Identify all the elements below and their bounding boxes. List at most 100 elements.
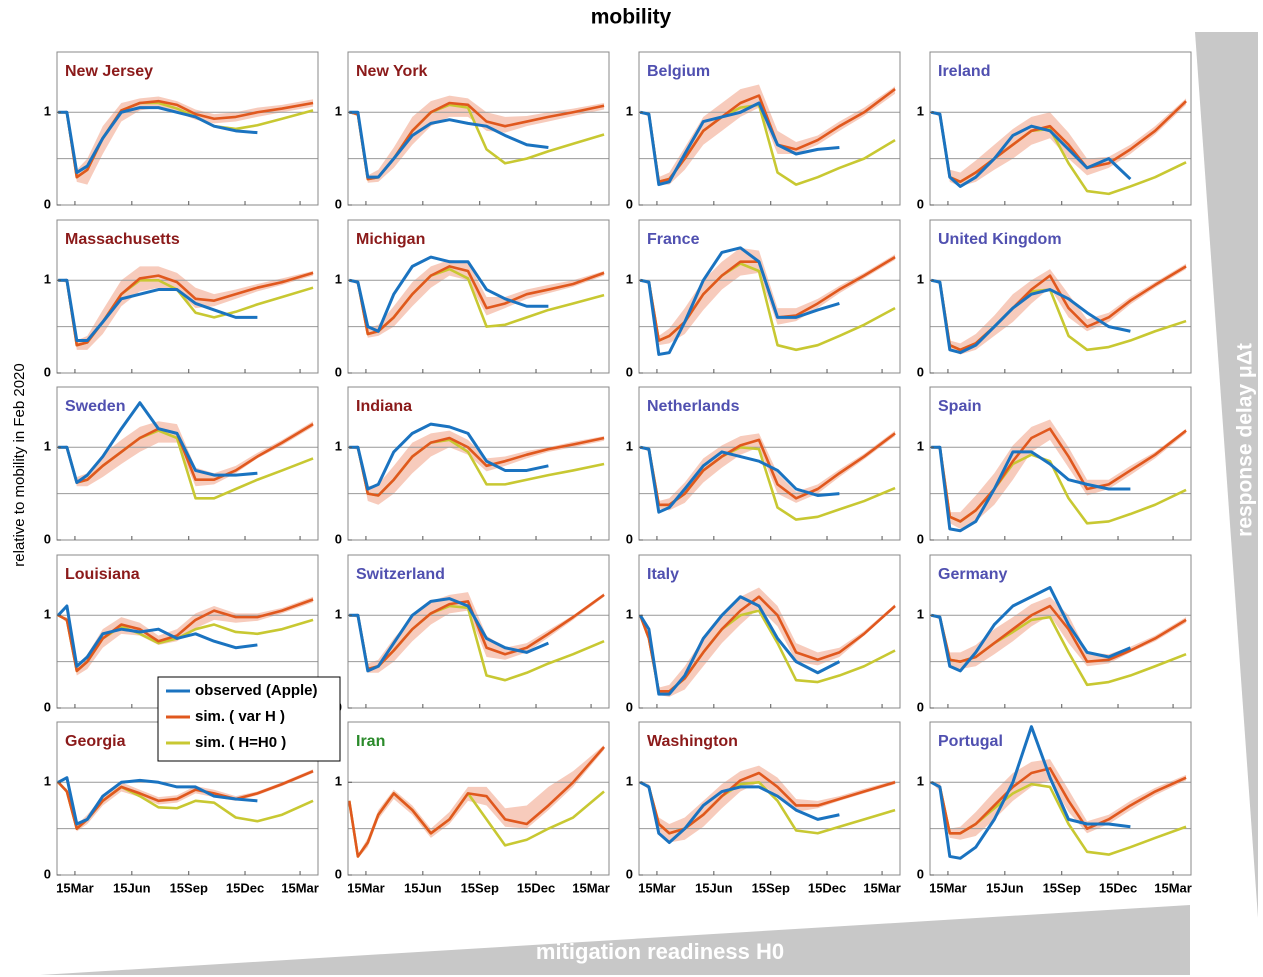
y-tick-label: 1 bbox=[917, 774, 924, 789]
y-tick-label: 0 bbox=[335, 531, 342, 546]
x-tick-label: 15Mar bbox=[281, 880, 319, 895]
series-line bbox=[930, 265, 1187, 352]
plot-frame bbox=[929, 721, 1192, 876]
panel-title: New York bbox=[356, 63, 428, 80]
series-line bbox=[639, 101, 840, 187]
panel: 0 1 Ireland bbox=[917, 51, 1192, 211]
panel-title: Washington bbox=[647, 733, 738, 750]
x-tick-label: 15Sep bbox=[1043, 880, 1081, 895]
plot-frame bbox=[56, 219, 319, 374]
panel-title: Indiana bbox=[356, 398, 412, 415]
panel-title: Georgia bbox=[65, 733, 126, 750]
y-tick-label: 0 bbox=[626, 364, 633, 379]
series-line bbox=[349, 422, 549, 491]
legend-label: observed (Apple) bbox=[195, 682, 318, 699]
y-tick-label: 1 bbox=[44, 607, 51, 622]
y-tick-label: 1 bbox=[44, 272, 51, 287]
y-tick-label: 0 bbox=[44, 699, 51, 714]
panels: 0 1 New Jersey 0 1 New York 0 1 Belgium 0 1 Ireland… bbox=[44, 51, 1192, 895]
x-tick-label: 15Jun bbox=[695, 880, 733, 895]
y-tick-label: 1 bbox=[917, 607, 924, 622]
y-tick-label: 0 bbox=[335, 196, 342, 211]
series-line bbox=[639, 246, 840, 356]
x-tick-label: 15Sep bbox=[461, 880, 499, 895]
panel-title: Louisiana bbox=[65, 566, 140, 583]
uncertainty-band bbox=[349, 430, 605, 505]
y-tick-label: 1 bbox=[626, 104, 633, 119]
plot-area bbox=[639, 722, 900, 875]
plot-frame bbox=[56, 386, 319, 541]
uncertainty-band bbox=[349, 745, 605, 859]
plot-frame bbox=[347, 51, 610, 206]
series-line bbox=[58, 99, 314, 179]
uncertainty-band bbox=[58, 266, 314, 350]
x-tick-label: 15Jun bbox=[404, 880, 442, 895]
y-tick-label: 1 bbox=[335, 272, 342, 287]
x-tick-label: 15Sep bbox=[752, 880, 790, 895]
y-tick-label: 0 bbox=[44, 364, 51, 379]
series-line bbox=[639, 595, 896, 693]
series-line bbox=[639, 780, 840, 845]
panel: 0 1 New Jersey bbox=[44, 51, 319, 211]
figure-title: mobility bbox=[591, 6, 672, 29]
plot-frame bbox=[929, 219, 1192, 374]
y-tick-label: 0 bbox=[917, 196, 924, 211]
series-line bbox=[348, 255, 549, 333]
uncertainty-band bbox=[640, 84, 896, 185]
panel: 0 1 Italy bbox=[626, 554, 901, 714]
x-tick-label: 15Jun bbox=[113, 880, 151, 895]
x-tick-label: 15Dec bbox=[226, 880, 264, 895]
uncertainty-band bbox=[640, 587, 896, 697]
plot-frame bbox=[929, 554, 1192, 709]
panel-title: Belgium bbox=[647, 63, 710, 80]
plot-frame bbox=[638, 51, 901, 206]
plot-frame bbox=[347, 386, 610, 541]
series-line bbox=[57, 776, 258, 826]
panel: 0 1 15Mar 15Jun 15Sep 15Dec 15Mar Washington bbox=[626, 721, 901, 895]
y-tick-label: 0 bbox=[917, 364, 924, 379]
x-tick-label: 15Dec bbox=[517, 880, 555, 895]
series-line bbox=[58, 401, 258, 485]
series-line bbox=[58, 278, 258, 343]
plot-frame bbox=[929, 51, 1192, 206]
x-tick-label: 15Sep bbox=[170, 880, 208, 895]
plot-frame bbox=[347, 219, 610, 374]
panel: 0 1 15Mar 15Jun 15Sep 15Dec 15Mar Iran bbox=[335, 721, 610, 895]
x-tick-label: 15Mar bbox=[56, 880, 94, 895]
x-tick-label: 15Mar bbox=[863, 880, 901, 895]
panel: 0 1 Indiana bbox=[335, 386, 610, 546]
series-line bbox=[349, 597, 549, 673]
panel: 0 1 Spain bbox=[917, 386, 1192, 546]
series-line bbox=[639, 432, 896, 507]
y-tick-label: 1 bbox=[626, 272, 633, 287]
series-line bbox=[57, 604, 258, 668]
y-tick-label: 0 bbox=[626, 196, 633, 211]
x-tick-label: 15Mar bbox=[572, 880, 610, 895]
y-tick-label: 1 bbox=[626, 607, 633, 622]
panel: 0 1 Sweden bbox=[44, 386, 319, 546]
panel: 0 1 Michigan bbox=[335, 219, 610, 379]
series-line bbox=[930, 725, 1131, 860]
panel: 0 1 15Mar 15Jun 15Sep 15Dec 15Mar Portugal bbox=[917, 721, 1192, 895]
uncertainty-band bbox=[931, 419, 1187, 529]
y-tick-label: 1 bbox=[44, 104, 51, 119]
uncertainty-band bbox=[58, 769, 314, 832]
panel-title: Spain bbox=[938, 398, 982, 415]
readiness-wedge bbox=[40, 905, 1190, 975]
delay-wedge bbox=[1195, 32, 1258, 918]
plot-frame bbox=[347, 554, 610, 709]
x-tick-label: 15Mar bbox=[1154, 880, 1192, 895]
uncertainty-band bbox=[931, 263, 1187, 355]
x-tick-label: 15Mar bbox=[638, 880, 676, 895]
series-line bbox=[639, 771, 896, 835]
plot-area bbox=[930, 555, 1191, 708]
y-tick-label: 1 bbox=[335, 774, 342, 789]
uncertainty-band bbox=[640, 247, 896, 346]
series-line bbox=[931, 427, 1187, 523]
series-line bbox=[930, 767, 1187, 835]
y-tick-label: 1 bbox=[44, 439, 51, 454]
y-tick-label: 1 bbox=[626, 439, 633, 454]
panel-title: Iran bbox=[356, 733, 385, 750]
y-tick-label: 0 bbox=[44, 196, 51, 211]
series-line bbox=[930, 278, 1131, 355]
